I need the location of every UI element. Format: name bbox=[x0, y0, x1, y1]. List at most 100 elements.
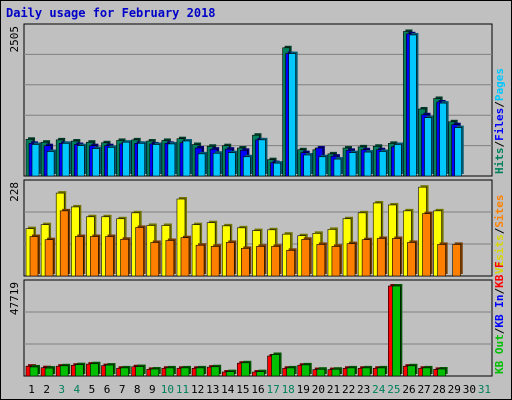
bar-kb-out-day-21 bbox=[331, 368, 341, 377]
legend-part: KB Out bbox=[493, 334, 506, 374]
legend-part: Sites bbox=[493, 195, 506, 228]
bar-kb-out-day-6 bbox=[105, 364, 114, 377]
bar-kb-out-day-16 bbox=[256, 371, 265, 377]
legend-part: KB F bbox=[493, 261, 506, 288]
bar-kb-out-day-22 bbox=[346, 367, 356, 377]
bar-pages-day-10 bbox=[167, 143, 176, 177]
legend-part: KB In bbox=[493, 295, 506, 328]
x-tick-label-30: 30 bbox=[463, 383, 476, 396]
bar-pages-day-2 bbox=[46, 151, 55, 177]
x-tick-label-12: 12 bbox=[191, 383, 204, 396]
bar-kb-out-day-11 bbox=[180, 367, 190, 377]
bar-sites-day-12 bbox=[195, 244, 205, 277]
x-tick-label-20: 20 bbox=[312, 383, 325, 396]
bar-sites-day-18 bbox=[286, 250, 295, 277]
bar-pages-day-18 bbox=[288, 53, 296, 177]
bar-kb-out-day-3 bbox=[59, 365, 69, 377]
bar-pages-day-15 bbox=[243, 156, 251, 177]
bar-kb-out-day-28 bbox=[437, 368, 446, 377]
bar-sites-day-21 bbox=[331, 246, 341, 277]
legend-visits-sites: Visits/Sites bbox=[493, 195, 506, 275]
x-tick-label-17: 17 bbox=[266, 383, 279, 396]
bar-pages-day-3 bbox=[61, 143, 70, 177]
bar-kb-out-day-19 bbox=[301, 364, 311, 377]
legend-part: Visits bbox=[493, 234, 506, 274]
bar-kb-out-day-4 bbox=[74, 364, 84, 377]
x-tick-label-16: 16 bbox=[251, 383, 264, 396]
bar-pages-day-24 bbox=[378, 151, 387, 177]
x-tick-label-13: 13 bbox=[206, 383, 219, 396]
bar-kb-out-day-18 bbox=[286, 367, 295, 377]
x-tick-label-10: 10 bbox=[161, 383, 174, 396]
legend-part: / bbox=[493, 288, 506, 295]
x-tick-label-6: 6 bbox=[104, 383, 111, 396]
bar-sites-day-20 bbox=[316, 244, 326, 277]
y-max-label: 2505 bbox=[8, 26, 21, 53]
bar-pages-day-11 bbox=[182, 140, 191, 177]
bar-pages-day-23 bbox=[363, 151, 372, 177]
legend-part: / bbox=[493, 101, 506, 108]
bar-pages-day-29 bbox=[454, 127, 463, 177]
bar-pages-day-8 bbox=[137, 143, 145, 177]
bar-pages-day-4 bbox=[76, 145, 85, 177]
bar-sites-day-27 bbox=[422, 213, 431, 277]
x-tick-label-14: 14 bbox=[221, 383, 235, 396]
x-tick-label-8: 8 bbox=[134, 383, 141, 396]
bar-sites-day-29 bbox=[452, 244, 462, 277]
bar-pages-day-27 bbox=[424, 117, 432, 177]
bar-pages-day-1 bbox=[31, 144, 40, 177]
bar-kb-out-day-10 bbox=[165, 367, 175, 377]
x-tick-label-1: 1 bbox=[28, 383, 35, 396]
bar-kb-out-day-27 bbox=[422, 367, 431, 377]
x-tick-label-27: 27 bbox=[417, 383, 430, 396]
bar-sites-day-23 bbox=[361, 239, 371, 277]
bar-pages-day-28 bbox=[439, 102, 447, 177]
bar-pages-day-25 bbox=[394, 144, 402, 177]
bar-kb-out-day-14 bbox=[225, 371, 235, 377]
x-tick-label-23: 23 bbox=[357, 383, 370, 396]
x-tick-label-25: 25 bbox=[387, 383, 400, 396]
bar-sites-day-24 bbox=[376, 238, 386, 277]
bar-pages-day-19 bbox=[303, 154, 312, 177]
bar-pages-day-13 bbox=[212, 152, 221, 177]
bar-pages-day-6 bbox=[107, 147, 115, 177]
bar-sites-day-2 bbox=[44, 239, 54, 277]
x-tick-label-3: 3 bbox=[58, 383, 65, 396]
bar-sites-day-17 bbox=[271, 246, 280, 277]
bar-kb-out-day-17 bbox=[271, 354, 280, 377]
bar-pages-day-5 bbox=[92, 148, 100, 177]
bar-kb-out-day-8 bbox=[135, 366, 144, 377]
bar-kb-out-day-1 bbox=[29, 366, 39, 377]
x-tick-label-9: 9 bbox=[149, 383, 156, 396]
x-tick-label-7: 7 bbox=[119, 383, 126, 396]
bar-kb-out-day-20 bbox=[316, 368, 326, 377]
chart-title: Daily usage for February 2018 bbox=[6, 6, 216, 20]
x-tick-label-31: 31 bbox=[478, 383, 491, 396]
bar-sites-day-16 bbox=[256, 246, 265, 277]
y-max-label: 47719 bbox=[8, 282, 21, 315]
legend-hits-files-pages: Hits/Files/Pages bbox=[493, 68, 506, 174]
bar-kb-out-day-2 bbox=[44, 367, 54, 377]
bar-sites-day-26 bbox=[407, 242, 416, 277]
x-tick-label-24: 24 bbox=[372, 383, 386, 396]
legend-part: Hits bbox=[493, 148, 506, 175]
bar-pages-day-16 bbox=[258, 139, 266, 177]
bar-pages-day-21 bbox=[333, 158, 342, 177]
bar-sites-day-11 bbox=[180, 237, 190, 277]
bar-sites-day-13 bbox=[210, 246, 220, 277]
bar-pages-day-14 bbox=[227, 152, 236, 177]
bar-sites-day-19 bbox=[301, 238, 311, 277]
bar-pages-day-7 bbox=[122, 141, 130, 177]
bar-kb-out-day-23 bbox=[361, 367, 371, 377]
x-tick-label-4: 4 bbox=[74, 383, 81, 396]
legend-part: / bbox=[493, 327, 506, 334]
bar-sites-day-25 bbox=[392, 238, 401, 277]
bar-kb-out-day-12 bbox=[195, 367, 205, 377]
x-tick-label-18: 18 bbox=[282, 383, 295, 396]
bar-kb-out-day-7 bbox=[120, 367, 129, 377]
legend-part: Pages bbox=[493, 68, 506, 101]
legend-part: / bbox=[493, 141, 506, 148]
bar-kb-out-day-13 bbox=[210, 366, 220, 377]
bar-sites-day-6 bbox=[105, 236, 114, 277]
